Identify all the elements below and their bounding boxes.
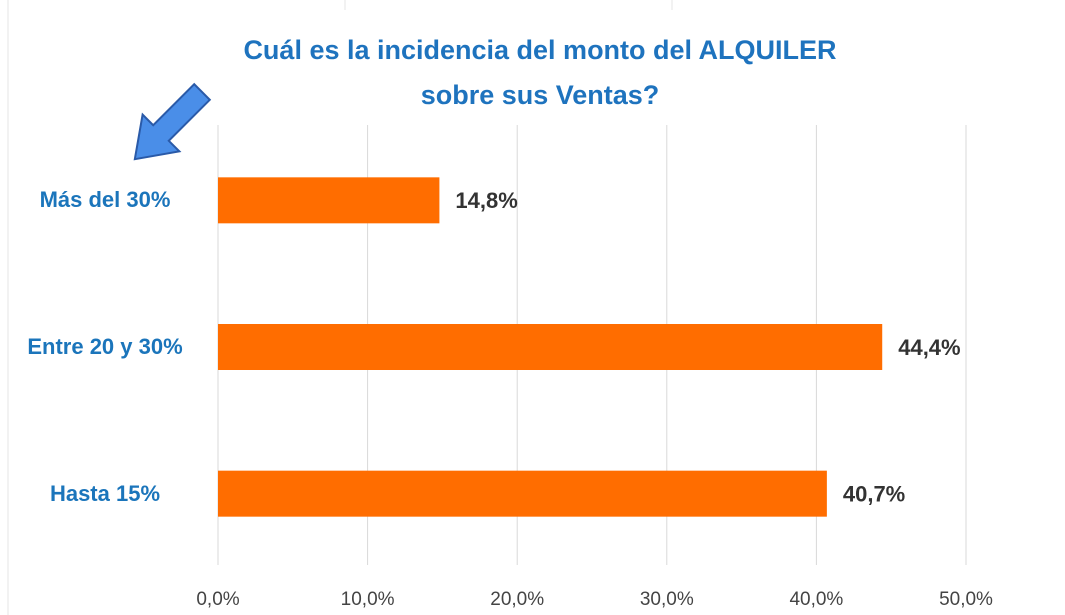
bar [218, 177, 440, 224]
x-tick-label: 0,0% [196, 589, 239, 610]
chart-title: sobre sus Ventas? [421, 80, 660, 110]
bar [218, 470, 827, 517]
value-label: 44,4% [898, 335, 960, 360]
x-tick-label: 10,0% [341, 589, 395, 610]
x-tick-label: 20,0% [490, 589, 544, 610]
category-label: Más del 30% [39, 187, 171, 213]
arrow [133, 82, 212, 161]
x-tick-label: 50,0% [939, 589, 993, 610]
x-tick-label: 30,0% [640, 589, 694, 610]
bar [218, 324, 883, 370]
value-label: 14,8% [455, 188, 517, 213]
category-label: Entre 20 y 30% [27, 334, 183, 359]
category-label: Hasta 15% [49, 480, 161, 506]
chart-title: Cuál es la incidencia del monto del ALQU… [243, 35, 836, 65]
x-tick-label: 40,0% [789, 589, 843, 610]
value-label: 40,7% [843, 481, 905, 506]
